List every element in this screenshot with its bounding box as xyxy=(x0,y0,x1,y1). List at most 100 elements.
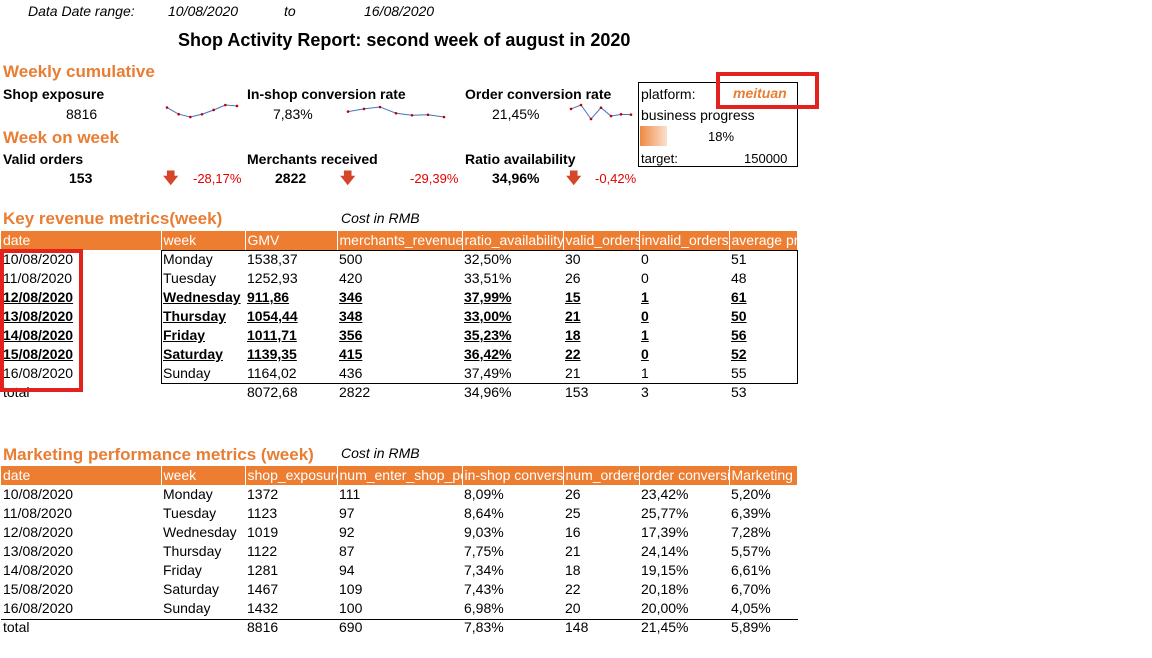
table-cell[interactable]: 100 xyxy=(339,600,363,616)
table-cell[interactable]: 1054,44 xyxy=(247,308,298,324)
table-cell[interactable]: 33,00% xyxy=(464,308,512,324)
col-header[interactable]: valid_orders xyxy=(563,231,640,250)
col-header[interactable]: date xyxy=(1,231,162,250)
table-cell[interactable]: 6,39% xyxy=(731,505,771,521)
table-cell[interactable]: 348 xyxy=(339,308,363,324)
table-cell[interactable]: 7,28% xyxy=(731,524,771,540)
table-cell[interactable]: 1372 xyxy=(247,486,279,502)
col-header[interactable]: in-shop convers xyxy=(462,466,564,485)
table-cell[interactable]: 36,42% xyxy=(464,346,512,362)
table-cell[interactable]: 5,20% xyxy=(731,486,771,502)
table-cell[interactable]: Wednesday xyxy=(163,289,241,305)
table-cell[interactable]: 15/08/2020 xyxy=(3,581,74,597)
table-cell[interactable]: 690 xyxy=(339,619,363,635)
table-cell[interactable]: 50 xyxy=(731,308,747,324)
table-cell[interactable]: 21 xyxy=(565,543,581,559)
table-cell[interactable]: 20 xyxy=(565,600,581,616)
table-cell[interactable]: 26 xyxy=(565,486,581,502)
table-cell[interactable]: 52 xyxy=(731,346,747,362)
table-cell[interactable]: 12/08/2020 xyxy=(3,289,74,305)
table-cell[interactable]: 23,42% xyxy=(641,486,689,502)
table-cell[interactable]: 6,98% xyxy=(464,600,504,616)
table-cell[interactable]: Saturday xyxy=(163,346,223,362)
col-header[interactable]: order conversio xyxy=(639,466,730,485)
table-cell[interactable]: 21 xyxy=(565,365,581,381)
table-cell[interactable]: 1538,37 xyxy=(247,251,298,267)
table-cell[interactable]: 10/08/2020 xyxy=(3,251,74,267)
table-cell[interactable]: 346 xyxy=(339,289,363,305)
col-header[interactable]: num_enter_shop_pe xyxy=(337,466,463,485)
table-cell[interactable]: 20,18% xyxy=(641,581,689,597)
table-cell[interactable]: 13/08/2020 xyxy=(3,308,74,324)
table-cell[interactable]: 14/08/2020 xyxy=(3,327,74,343)
table-cell[interactable]: 15/08/2020 xyxy=(3,346,74,362)
table-cell[interactable]: 37,99% xyxy=(464,289,512,305)
table-cell[interactable]: 0 xyxy=(641,251,649,267)
table-cell[interactable] xyxy=(161,383,245,402)
table-cell[interactable]: 7,75% xyxy=(464,543,504,559)
table-cell[interactable]: 1123 xyxy=(247,505,278,521)
table-cell[interactable]: 4,05% xyxy=(731,600,771,616)
table-cell[interactable]: 16 xyxy=(565,524,581,540)
table-cell[interactable]: 11/08/2020 xyxy=(3,505,73,521)
table-cell[interactable]: 2822 xyxy=(339,384,371,400)
table-cell[interactable]: 153 xyxy=(565,384,589,400)
table-cell[interactable]: 415 xyxy=(339,346,363,362)
table-cell[interactable]: 148 xyxy=(565,619,589,635)
table-cell[interactable]: Wednesday xyxy=(163,524,237,540)
table-cell[interactable]: 48 xyxy=(731,270,747,286)
table-cell[interactable]: Tuesday xyxy=(163,270,217,286)
table-cell[interactable]: 51 xyxy=(731,251,747,267)
table-cell[interactable]: Monday xyxy=(163,251,213,267)
table-cell[interactable]: Tuesday xyxy=(163,505,217,521)
table-cell[interactable]: 911,86 xyxy=(247,289,290,305)
table-cell[interactable]: 8,64% xyxy=(464,505,504,521)
table-cell[interactable]: 55 xyxy=(731,365,747,381)
table-cell[interactable]: 17,39% xyxy=(641,524,689,540)
table-cell[interactable]: 87 xyxy=(339,543,355,559)
table-cell[interactable]: 14/08/2020 xyxy=(3,562,74,578)
table-cell[interactable]: 20,00% xyxy=(641,600,689,616)
col-header[interactable]: average pr xyxy=(729,231,798,250)
table-cell[interactable]: 16/08/2020 xyxy=(3,365,74,381)
table-cell[interactable]: 26 xyxy=(565,270,581,286)
table-cell[interactable]: Saturday xyxy=(163,581,220,597)
table-cell[interactable]: 16/08/2020 xyxy=(3,600,74,616)
col-header[interactable]: date xyxy=(1,466,162,485)
table-cell[interactable]: 7,83% xyxy=(464,619,504,635)
table-cell[interactable]: 34,96% xyxy=(464,384,512,400)
table-cell[interactable]: 1164,02 xyxy=(247,365,297,381)
table-cell[interactable]: 8,09% xyxy=(464,486,504,502)
table-cell[interactable]: 13/08/2020 xyxy=(3,543,74,559)
col-header[interactable]: num_ordere xyxy=(563,466,640,485)
table-cell[interactable]: 8072,68 xyxy=(247,384,298,400)
table-cell[interactable]: 92 xyxy=(339,524,355,540)
table-cell[interactable]: 436 xyxy=(339,365,363,381)
table-cell[interactable]: Friday xyxy=(163,562,202,578)
table-cell[interactable]: 37,49% xyxy=(464,365,512,381)
table-cell[interactable]: 61 xyxy=(731,289,747,305)
table-cell[interactable]: Friday xyxy=(163,327,206,343)
table-cell[interactable]: 56 xyxy=(731,327,747,343)
table-cell[interactable]: 500 xyxy=(339,251,363,267)
table-cell[interactable]: 11/08/2020 xyxy=(3,270,73,286)
table-cell[interactable]: 1019 xyxy=(247,524,279,540)
table-cell[interactable]: 1252,93 xyxy=(247,270,298,286)
col-header[interactable]: invalid_orders xyxy=(639,231,730,250)
table-cell[interactable]: 25,77% xyxy=(641,505,689,521)
table-cell[interactable]: 1467 xyxy=(247,581,279,597)
table-cell[interactable]: 5,89% xyxy=(731,619,771,635)
table-cell[interactable]: 24,14% xyxy=(641,543,689,559)
table-cell[interactable]: Thursday xyxy=(163,543,222,559)
table-cell[interactable]: total xyxy=(3,619,30,635)
table-cell[interactable]: 53 xyxy=(731,384,747,400)
table-cell[interactable]: 8816 xyxy=(247,619,279,635)
table-cell[interactable]: 0 xyxy=(641,270,649,286)
table-cell[interactable]: 0 xyxy=(641,346,649,362)
table-cell[interactable]: Sunday xyxy=(163,600,211,616)
col-header[interactable]: Marketing r xyxy=(729,466,798,485)
table-cell[interactable]: 1011,71 xyxy=(247,327,297,343)
table-cell[interactable]: 19,15% xyxy=(641,562,689,578)
table-cell[interactable]: 109 xyxy=(339,581,363,597)
table-cell[interactable]: 18 xyxy=(565,327,581,343)
